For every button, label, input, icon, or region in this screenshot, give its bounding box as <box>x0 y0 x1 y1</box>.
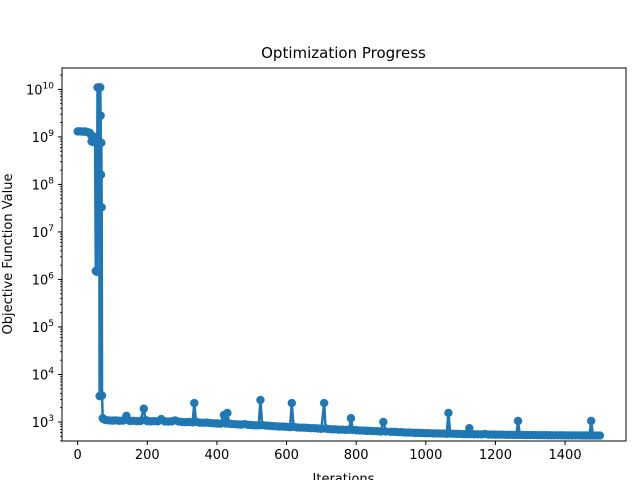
data-point <box>513 416 523 426</box>
data-point <box>97 391 107 400</box>
y-tick-base: 10 <box>32 368 49 383</box>
y-tick-base: 10 <box>32 178 49 193</box>
data-point <box>595 431 605 440</box>
y-tick-exponent: 7 <box>48 224 54 234</box>
data-point <box>139 404 149 413</box>
y-tick-exponent: 3 <box>48 414 54 424</box>
y-tick-label: 103 <box>32 414 54 431</box>
plot-frame <box>61 67 627 442</box>
data-point <box>96 111 105 120</box>
data-point <box>586 416 596 426</box>
data-point <box>223 408 232 418</box>
data-point <box>256 395 265 405</box>
data-point <box>319 398 329 408</box>
x-tick-label: 1400 <box>549 448 582 463</box>
chart-title: Optimization Progress <box>261 44 426 62</box>
y-tick-label: 104 <box>32 366 55 383</box>
y-tick-exponent: 4 <box>48 366 54 376</box>
y-tick-base: 10 <box>32 131 49 146</box>
series-layer <box>73 83 605 440</box>
y-tick-base: 10 <box>26 83 43 98</box>
data-point <box>96 83 105 92</box>
x-axis: 0 200 400 600 800 1000 1200 1400 <box>74 441 582 463</box>
x-tick-label: 1000 <box>409 448 442 463</box>
y-tick-label: 109 <box>32 129 55 146</box>
y-tick-label: 1010 <box>26 81 54 98</box>
x-tick-label: 400 <box>205 448 230 463</box>
y-tick-base: 10 <box>32 226 49 241</box>
data-point <box>346 414 356 423</box>
y-tick-exponent: 5 <box>48 319 54 329</box>
data-point <box>97 203 106 212</box>
data-point <box>97 138 106 148</box>
y-tick-label: 105 <box>32 319 54 336</box>
y-tick-base: 10 <box>32 273 49 288</box>
y-tick-base: 10 <box>32 321 49 336</box>
y-tick-exponent: 6 <box>48 271 54 281</box>
data-point <box>96 170 106 179</box>
x-tick-label: 200 <box>135 448 160 463</box>
y-tick-exponent: 8 <box>48 176 54 186</box>
y-tick-base: 10 <box>32 416 49 431</box>
x-axis-label: Iterations <box>313 472 375 480</box>
data-point <box>190 398 199 408</box>
data-point <box>92 267 102 276</box>
x-tick-label: 800 <box>344 448 369 463</box>
data-point <box>444 408 453 418</box>
y-tick-exponent: 9 <box>48 129 54 139</box>
x-tick-label: 600 <box>274 448 299 463</box>
y-axis-label: Objective Function Value <box>1 174 16 335</box>
x-tick-label: 0 <box>74 448 82 463</box>
data-point <box>287 398 296 408</box>
data-point <box>379 417 388 427</box>
y-tick-label: 107 <box>32 224 54 241</box>
y-tick-label: 106 <box>32 271 55 288</box>
y-tick-exponent: 10 <box>43 81 55 91</box>
plot-area <box>73 83 605 440</box>
x-tick-label: 1200 <box>479 448 512 463</box>
y-tick-label: 108 <box>32 176 55 193</box>
